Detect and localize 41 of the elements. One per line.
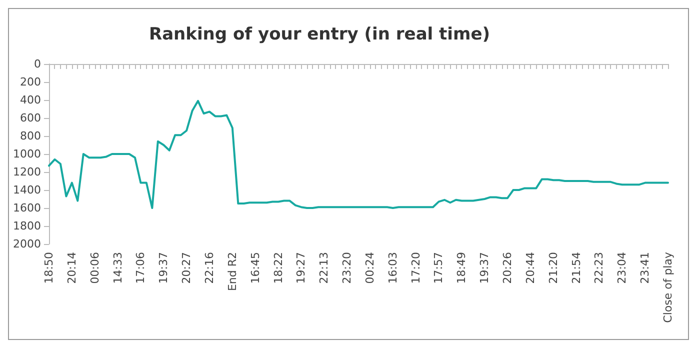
x-tick-label: 19:37: [157, 252, 170, 284]
x-tick-label: 19:37: [478, 252, 492, 284]
x-tick-label: 22:13: [318, 252, 331, 284]
x-tick-label: 22:23: [592, 252, 606, 284]
line-series: [48, 100, 669, 209]
x-tick-label: 18:49: [455, 252, 468, 284]
x-tick-label: 18:22: [272, 252, 285, 284]
y-tick-label: 400: [20, 94, 41, 106]
x-tick-label: 20:26: [501, 252, 514, 284]
x-tick-label: 20:14: [65, 252, 78, 284]
x-tick-label: 16:45: [248, 252, 262, 284]
x-tick-label: 21:54: [570, 252, 583, 284]
y-tick-label: 1600: [13, 202, 41, 214]
y-tick-label: 1200: [13, 166, 41, 178]
x-tick-label: 17:20: [409, 252, 422, 284]
x-tick-label: 19:27: [294, 252, 308, 284]
chart-title: Ranking of your entry (in real time): [149, 24, 490, 44]
x-tick-label: End R2: [226, 252, 239, 292]
x-tick-label: 23:41: [638, 252, 652, 284]
y-tick-label: 1400: [13, 184, 41, 196]
x-tick-label: 16:03: [386, 252, 400, 284]
y-tick-label: 600: [20, 112, 41, 124]
x-tick-label: 22:16: [202, 252, 216, 284]
x-tick-label: 21:20: [546, 252, 560, 284]
x-tick-label: 00:06: [88, 252, 102, 284]
y-tick-label: 1000: [13, 148, 41, 160]
x-tick-label: 23:04: [616, 252, 629, 284]
x-tick-label: 18:50: [42, 252, 56, 284]
x-tick-label: 14:33: [111, 252, 124, 284]
y-tick-label: 200: [20, 76, 41, 88]
x-tick-label: 20:44: [524, 252, 537, 284]
x-tick-label: 17:57: [432, 252, 446, 284]
x-tick-label: 17:06: [134, 252, 148, 284]
y-tick-label: 800: [20, 130, 41, 142]
y-tick-label: 0: [34, 58, 41, 70]
y-tick-label: 2000: [13, 238, 41, 250]
x-tick-label: Close of play: [662, 252, 674, 323]
y-tick-label: 1800: [13, 220, 41, 232]
x-tick-label: 20:27: [180, 252, 194, 284]
x-tick-label: 23:20: [340, 252, 354, 284]
x-tick-label: 00:24: [363, 252, 376, 284]
